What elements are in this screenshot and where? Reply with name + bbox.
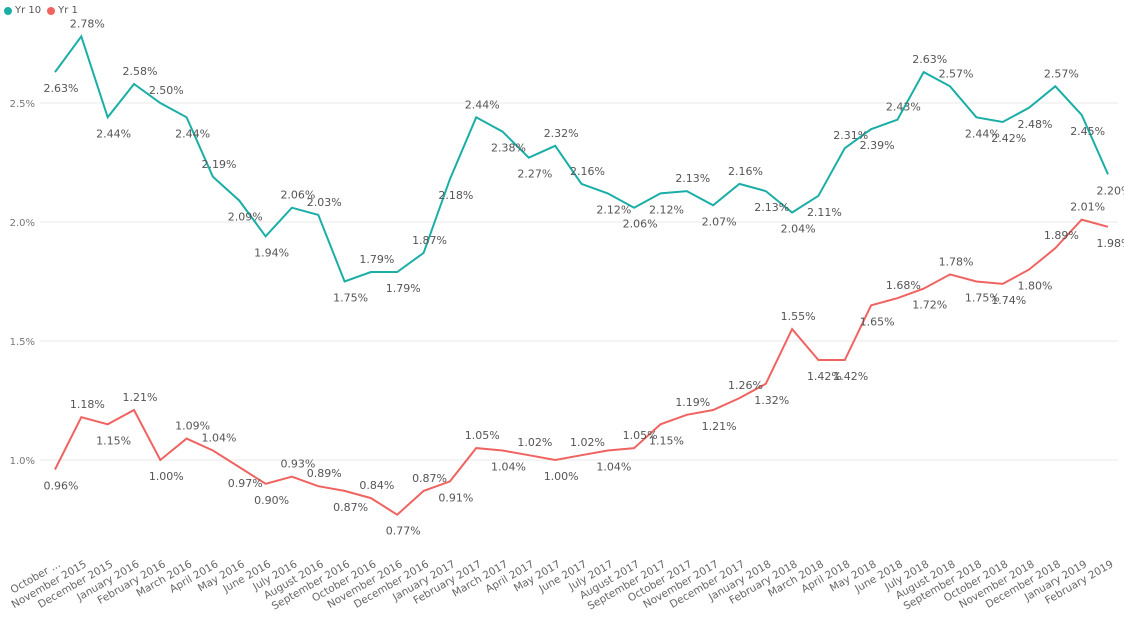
data-label-yr10: 1.79% xyxy=(359,253,394,266)
y-tick-label: 2.5% xyxy=(10,99,35,110)
data-label-yr1: 1.72% xyxy=(912,299,947,312)
data-label-yr10: 2.19% xyxy=(201,158,236,171)
data-label-yr10: 2.78% xyxy=(70,17,105,30)
data-label-yr1: 1.04% xyxy=(201,431,236,444)
data-label-yr10: 2.45% xyxy=(1070,125,1105,138)
data-label-yr10: 2.18% xyxy=(438,189,473,202)
legend-marker-yr10 xyxy=(4,6,12,15)
data-label-yr1: 1.00% xyxy=(544,470,579,483)
data-label-yr1: 0.77% xyxy=(386,525,421,538)
data-label-yr1: 1.75% xyxy=(965,292,1000,305)
data-label-yr10: 2.57% xyxy=(939,67,974,80)
data-label-yr10: 1.79% xyxy=(386,282,421,295)
data-label-yr10: 2.16% xyxy=(570,165,605,178)
data-label-yr10: 2.20% xyxy=(1097,184,1124,197)
data-label-yr10: 2.57% xyxy=(1044,67,1079,80)
data-label-yr10: 2.06% xyxy=(623,218,658,231)
legend-label-yr1: Yr 1 xyxy=(58,5,78,16)
data-label-yr10: 2.63% xyxy=(44,82,79,95)
data-label-yr1: 1.65% xyxy=(860,315,895,328)
data-label-yr10: 2.07% xyxy=(702,215,737,228)
data-label-yr1: 0.90% xyxy=(254,494,289,507)
data-label-yr10: 1.75% xyxy=(333,292,368,305)
data-label-yr1: 0.97% xyxy=(228,477,263,490)
data-label-yr1: 0.87% xyxy=(412,472,447,485)
data-label-yr1: 1.98% xyxy=(1097,237,1124,250)
data-label-yr10: 2.38% xyxy=(491,142,526,155)
data-label-yr1: 1.04% xyxy=(596,460,631,473)
data-label-yr10: 2.44% xyxy=(465,98,500,111)
data-label-yr1: 1.02% xyxy=(517,436,552,449)
data-label-yr1: 1.42% xyxy=(807,370,842,383)
data-label-yr1: 0.96% xyxy=(44,480,79,493)
data-label-yr1: 0.93% xyxy=(280,458,315,471)
data-label-yr10: 1.87% xyxy=(412,234,447,247)
data-label-yr10: 2.42% xyxy=(991,132,1026,145)
data-label-yr1: 0.89% xyxy=(307,467,342,480)
data-label-yr10: 1.94% xyxy=(254,246,289,259)
data-label-yr1: 2.01% xyxy=(1070,201,1105,214)
data-label-yr10: 2.44% xyxy=(965,127,1000,140)
data-label-yr1: 1.15% xyxy=(96,434,131,447)
legend-label-yr10: Yr 10 xyxy=(15,5,42,16)
data-label-yr10: 2.43% xyxy=(886,101,921,114)
legend-marker-yr1 xyxy=(47,6,56,15)
data-label-yr1: 1.02% xyxy=(570,436,605,449)
data-label-yr10: 2.12% xyxy=(596,203,631,216)
data-label-yr1: 0.84% xyxy=(359,479,394,492)
data-label-yr1: 1.19% xyxy=(675,396,710,409)
data-label-yr10: 2.13% xyxy=(754,201,789,214)
data-label-yr1: 1.21% xyxy=(702,420,737,433)
data-label-yr1: 1.42% xyxy=(833,370,868,383)
data-label-yr1: 1.18% xyxy=(70,398,105,411)
data-label-yr10: 2.31% xyxy=(833,129,868,142)
legend-item-yr10[interactable]: Yr 10 xyxy=(4,5,41,16)
data-label-yr10: 2.44% xyxy=(175,127,210,140)
data-label-yr10: 2.03% xyxy=(307,196,342,209)
data-label-yr10: 2.13% xyxy=(675,172,710,185)
data-label-yr10: 2.16% xyxy=(728,165,763,178)
data-label-yr1: 1.32% xyxy=(754,394,789,407)
data-label-yr10: 2.06% xyxy=(280,189,315,202)
data-label-yr10: 2.50% xyxy=(149,84,184,97)
data-label-yr1: 1.00% xyxy=(149,470,184,483)
data-label-yr1: 1.74% xyxy=(991,294,1026,307)
data-label-yr1: 1.68% xyxy=(886,279,921,292)
y-tick-label: 1.5% xyxy=(10,337,35,348)
data-label-yr10: 2.04% xyxy=(781,222,816,235)
data-label-yr10: 2.48% xyxy=(1018,118,1053,131)
data-label-yr10: 2.58% xyxy=(122,65,157,78)
data-label-yr10: 2.27% xyxy=(517,168,552,181)
data-label-yr10: 2.32% xyxy=(544,127,579,140)
data-label-yr1: 1.21% xyxy=(122,391,157,404)
data-label-yr1: 1.80% xyxy=(1018,280,1053,293)
data-label-yr1: 1.04% xyxy=(491,460,526,473)
legend-item-yr1[interactable]: Yr 1 xyxy=(47,5,78,16)
data-label-yr1: 0.87% xyxy=(333,501,368,514)
data-label-yr1: 1.89% xyxy=(1044,229,1079,242)
data-label-yr1: 1.26% xyxy=(728,379,763,392)
data-label-yr1: 0.91% xyxy=(438,491,473,504)
y-tick-label: 2.0% xyxy=(10,218,35,229)
data-label-yr1: 1.09% xyxy=(175,420,210,433)
data-label-yr1: 1.15% xyxy=(649,434,684,447)
data-label-yr10: 2.39% xyxy=(860,139,895,152)
data-label-yr10: 2.12% xyxy=(649,203,684,216)
data-label-yr1: 1.05% xyxy=(465,429,500,442)
series-line-yr10 xyxy=(54,34,1109,283)
y-tick-label: 1.0% xyxy=(10,456,35,467)
series-line-yr1 xyxy=(54,218,1109,516)
data-label-yr10: 2.11% xyxy=(807,206,842,219)
chart-legend: Yr 10 Yr 1 xyxy=(4,5,84,16)
data-label-yr1: 1.78% xyxy=(939,255,974,268)
data-label-yr10: 2.44% xyxy=(96,127,131,140)
data-label-yr10: 2.63% xyxy=(912,53,947,66)
data-label-yr1: 1.05% xyxy=(623,429,658,442)
data-label-yr1: 1.55% xyxy=(781,310,816,323)
data-label-yr10: 2.09% xyxy=(228,211,263,224)
